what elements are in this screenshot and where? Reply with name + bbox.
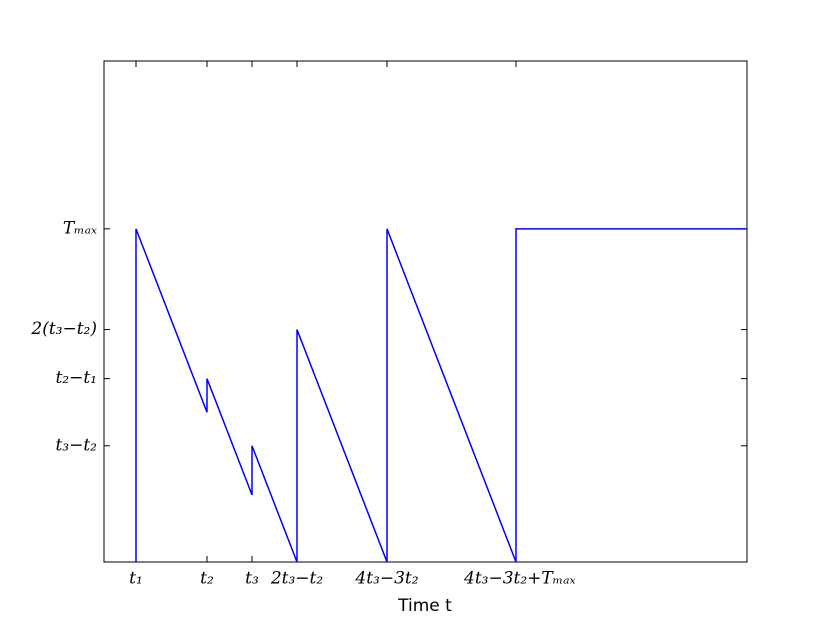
x-tick-label: t₃ (245, 569, 259, 589)
x-tick-label: t₁ (129, 569, 143, 589)
data-line (135, 228, 747, 563)
x-axis-label: Time t (397, 596, 452, 616)
x-tick-label: 4t₃−3t₂ (354, 569, 418, 589)
y-tick-label: t₂−t₁ (55, 368, 97, 388)
y-tick-label: Tₘₐₓ (63, 218, 97, 238)
x-tick-label: 4t₃−3t₂+Tₘₐₓ (463, 569, 576, 589)
x-tick-label: t₂ (200, 569, 214, 589)
plot-frame (103, 60, 748, 563)
y-tick-label: t₃−t₂ (55, 435, 97, 455)
y-tick-label: 2(t₃−t₂) (30, 319, 97, 339)
x-tick-label: 2t₃−t₂ (270, 569, 324, 589)
